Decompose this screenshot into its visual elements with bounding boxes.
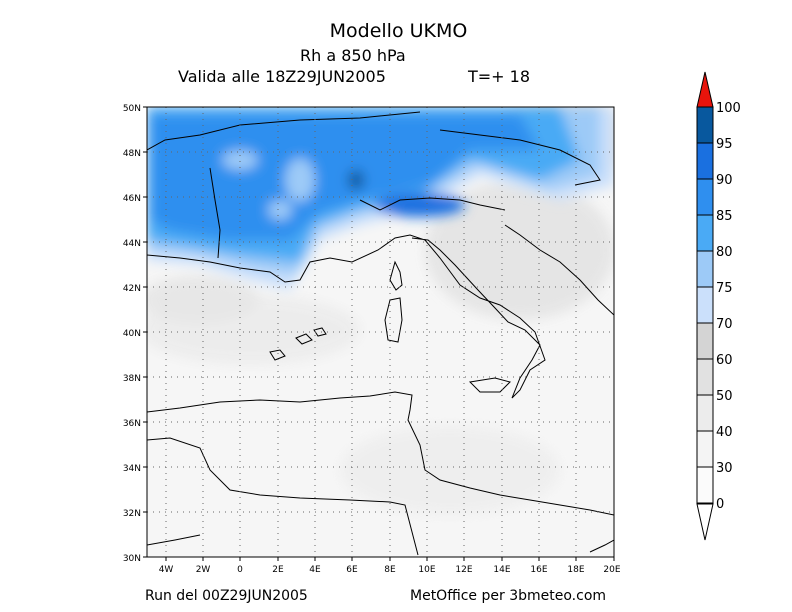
colorbar-cell — [696, 430, 714, 468]
colorbar-cell — [696, 466, 714, 504]
colorbar-cell — [696, 214, 714, 252]
colorbar-label: 70 — [716, 317, 733, 332]
colorbar-label: 90 — [716, 173, 733, 188]
lon-label: 16E — [530, 565, 547, 575]
colorbar-label: 80 — [716, 245, 733, 260]
lat-label: 32N — [123, 509, 141, 519]
colorbar-top-arrow — [696, 71, 714, 108]
colorbar-label: 40 — [716, 425, 733, 440]
colorbar-label: 30 — [716, 461, 733, 476]
colorbar-cell — [696, 394, 714, 432]
lon-label: 10E — [418, 565, 435, 575]
lon-label: 14E — [493, 565, 510, 575]
lon-label: 2E — [272, 565, 284, 575]
lat-label: 30N — [123, 554, 141, 564]
lon-label: 0 — [237, 565, 243, 575]
colorbar-label: 50 — [716, 389, 733, 404]
lon-label: 2W — [196, 565, 211, 575]
lon-label: 8E — [384, 565, 396, 575]
lead-time: T=+ 18 — [468, 67, 531, 86]
colorbar-cell — [696, 106, 714, 144]
credit-text: MetOffice per 3bmeteo.com — [410, 588, 607, 604]
humidity-field — [147, 107, 614, 557]
colorbar-cell — [696, 322, 714, 360]
lat-labels: 50N 48N 46N 44N 42N 40N 38N 36N 34N 32N … — [123, 104, 141, 564]
variable-subtitle: Rh a 850 hPa — [300, 46, 406, 65]
lon-label: 4E — [309, 565, 321, 575]
colorbar-labels: 100 95 90 85 80 75 70 60 50 40 30 0 — [716, 101, 741, 512]
colorbar-label: 95 — [716, 137, 733, 152]
lon-label: 4W — [159, 565, 174, 575]
lat-label: 36N — [123, 419, 141, 429]
lon-label: 18E — [567, 565, 584, 575]
lat-label: 42N — [123, 284, 141, 294]
coastlines — [147, 111, 614, 556]
colorbar-label: 85 — [716, 209, 733, 224]
lat-label: 50N — [123, 104, 141, 114]
lon-label: 12E — [455, 565, 472, 575]
colorbar-label: 0 — [716, 497, 724, 512]
lat-label: 34N — [123, 464, 141, 474]
colorbar-label: 100 — [716, 101, 741, 116]
colorbar-cell — [696, 142, 714, 180]
colorbar-cell — [696, 286, 714, 324]
lat-label: 40N — [123, 329, 141, 339]
axis-ticks — [143, 106, 615, 561]
lat-label: 44N — [123, 239, 141, 249]
lon-label: 6E — [346, 565, 358, 575]
colorbar-label: 60 — [716, 353, 733, 368]
colorbar-cells — [696, 106, 714, 504]
colorbar-bottom-arrow — [696, 503, 714, 541]
lon-labels: 4W 2W 0 2E 4E 6E 8E 10E 12E 14E 16E 18E … — [159, 565, 621, 575]
map-title: Modello UKMO — [329, 20, 468, 42]
colorbar-cell — [696, 358, 714, 396]
run-info: Run del 00Z29JUN2005 — [145, 588, 308, 604]
colorbar-cell — [696, 250, 714, 288]
colorbar-cell — [696, 178, 714, 216]
lat-label: 38N — [123, 374, 141, 384]
lat-label: 48N — [123, 149, 141, 159]
lat-label: 46N — [123, 194, 141, 204]
lon-label: 20E — [603, 565, 620, 575]
valid-time: Valida alle 18Z29JUN2005 — [178, 67, 386, 86]
colorbar-label: 75 — [716, 281, 733, 296]
